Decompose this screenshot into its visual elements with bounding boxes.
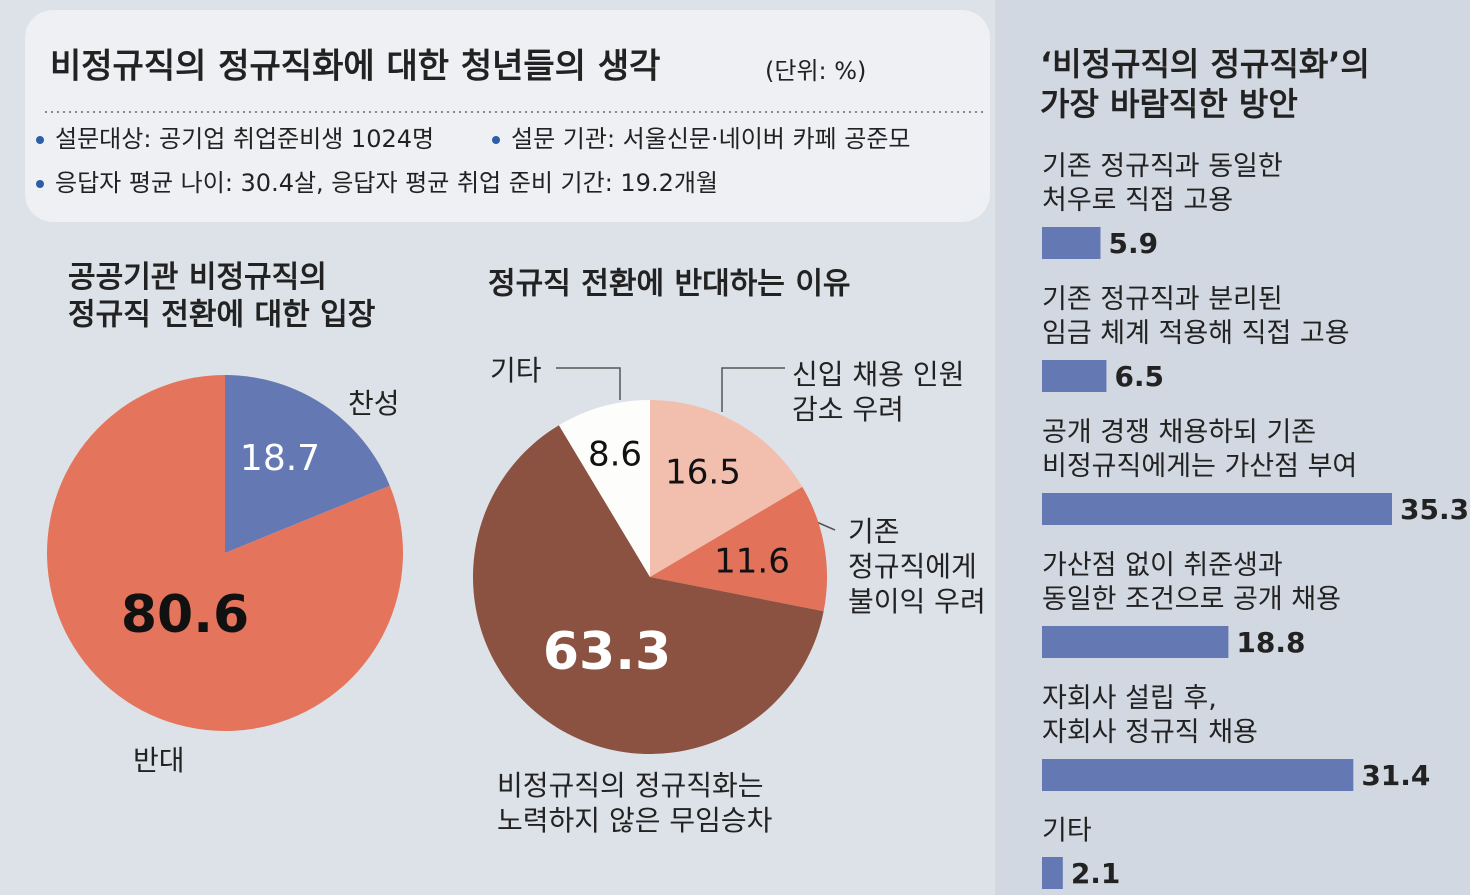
category-label: 반대 [133,744,185,777]
value-label: 63.3 [543,622,671,682]
leader-line [556,367,621,400]
category-label: 비정규직의 정규직화는 노력하지 않은 무임승차 [497,769,772,837]
pie-slice [47,375,404,731]
chart-title: 공공기관 비정규직의 정규직 전환에 대한 입장 [68,260,376,333]
category-label: 자회사 설립 후, 자회사 정규직 채용 [1042,683,1258,748]
category-label: 기존 정규직과 분리된 임금 체계 적용해 직접 고용 [1042,284,1350,349]
note: 응답자 평균 나이: 30.4살, 응답자 평균 취업 준비 기간: 19.2개… [55,169,718,197]
pie-slice [558,400,650,577]
value-label: 31.4 [1361,759,1430,792]
value-label: 18.7 [240,438,320,479]
header-title: 비정규직의 정규직화에 대한 청년들의 생각 [50,47,660,87]
bar [1042,360,1107,392]
chart-title: ‘비정규직의 정규직화’의 가장 바람직한 방안 [1040,45,1370,123]
category-label: 신입 채용 인원 감소 우려 [792,358,964,426]
category-label: 기존 정규직과 동일한 처우로 직접 고용 [1042,151,1283,216]
note: 설문대상: 공기업 취업준비생 1024명 [55,125,434,153]
bar [1042,857,1063,889]
value-label: 8.6 [588,435,642,475]
category-label: 가산점 없이 취준생과 동일한 조건으로 공개 채용 [1042,550,1341,615]
pie-slice [650,400,803,577]
category-label: 찬성 [348,387,400,420]
value-label: 18.8 [1236,626,1305,659]
value-label: 2.1 [1071,857,1121,890]
bullet [36,136,44,144]
bar [1042,626,1229,658]
value-label: 11.6 [714,542,790,582]
bar [1042,759,1354,791]
bullet [36,180,44,188]
category-label: 기타 [490,354,542,387]
value-label: 35.3 [1400,493,1469,526]
header-box [25,10,990,222]
value-label: 6.5 [1114,360,1164,393]
bar [1042,227,1101,259]
category-label: 기존 정규직에게 불이익 우려 [848,515,986,618]
right-panel [995,0,1470,895]
bullet [492,136,500,144]
pie-slice [225,375,390,553]
value-label: 80.6 [121,585,249,645]
chart-title: 정규직 전환에 반대하는 이유 [488,267,851,302]
pie-slice [473,425,824,754]
leader-line [721,367,785,412]
value-label: 16.5 [665,453,741,493]
bar [1042,493,1392,525]
note: 설문 기관: 서울신문·네이버 카페 공준모 [511,125,911,153]
pie-slice [650,486,827,612]
unit: (단위: %) [765,57,866,85]
value-label: 5.9 [1108,227,1158,260]
category-label: 공개 경쟁 채용하되 기존 비정규직에게는 가산점 부여 [1042,417,1357,482]
category-label: 기타 [1042,816,1092,847]
